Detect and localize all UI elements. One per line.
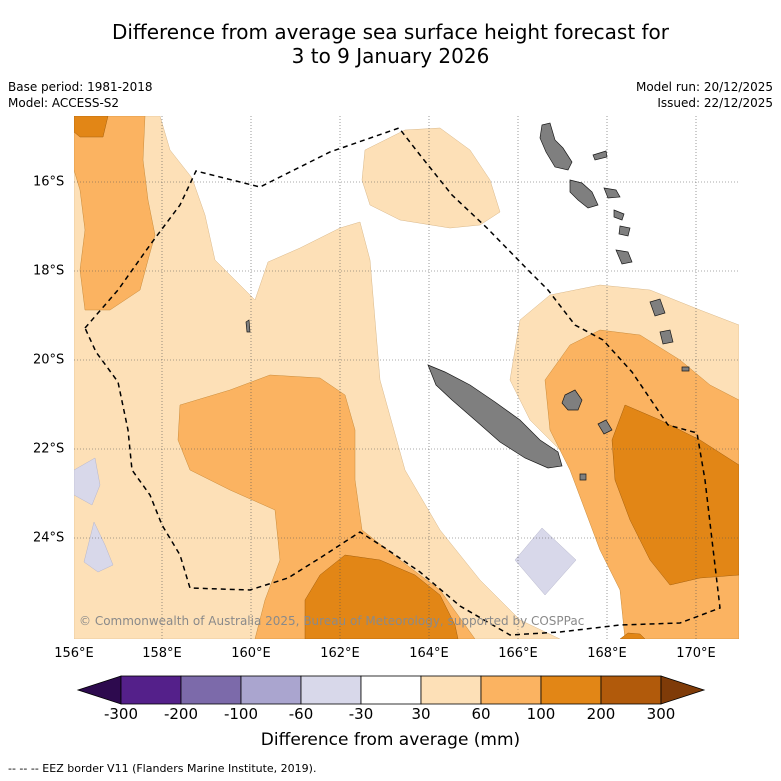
x-tick-label: 166°E (498, 646, 538, 661)
contour-neg30-west (74, 457, 101, 506)
islet-west (245, 319, 251, 333)
colorbar-segment (120, 675, 182, 705)
x-tick-label: 158°E (142, 646, 182, 661)
colorbar-segment (360, 675, 422, 705)
colorbar-under-triangle (76, 675, 122, 705)
land-masses (245, 122, 690, 481)
colorbar-tick-label: -300 (103, 705, 139, 723)
y-tick-label: 20°S (33, 352, 65, 368)
contour-30-60-west (74, 116, 561, 639)
x-tick-label: 160°E (231, 646, 271, 661)
issued-label: Issued: 22/12/2025 (657, 96, 773, 110)
eez-legend: -- -- -- EEZ border V11 (Flanders Marine… (8, 762, 317, 775)
metadata-right: Model run: 20/12/2025 Issued: 22/12/2025 (636, 79, 773, 111)
colorbar-over-triangle (660, 675, 706, 705)
vanuatu-island-a (592, 150, 608, 161)
chart-title-line-1: Difference from average sea surface heig… (111, 20, 670, 44)
metadata-left: Base period: 1981-2018 Model: ACCESS-S2 (8, 79, 153, 111)
isle-of-pines (579, 473, 587, 481)
contour-30-60-north (361, 127, 501, 229)
colorbar-segment (540, 675, 602, 705)
vanuatu-espiritu-santo (539, 122, 573, 171)
model-label: Model: ACCESS-S2 (8, 96, 120, 110)
vanuatu-malekula (569, 179, 599, 209)
vanuatu-tanna (615, 249, 633, 265)
colorbar-tick-label: 200 (586, 705, 616, 723)
islet-east-b (681, 366, 690, 372)
colorbar-segment (300, 675, 362, 705)
new-caledonia-island (427, 364, 563, 469)
colorbar-segment (600, 675, 662, 705)
colorbar-segment (480, 675, 542, 705)
vanuatu-efate (618, 225, 631, 237)
contour-100-200-northwest-corner (74, 116, 109, 138)
y-tick-label: 16°S (33, 174, 65, 190)
vanuatu-island-c (613, 209, 625, 221)
loyalty-maré-area (649, 298, 666, 317)
colorbar-tick-label: -200 (163, 705, 199, 723)
x-tick-label: 168°E (587, 646, 627, 661)
x-tick-label: 164°E (409, 646, 449, 661)
gridlines (74, 116, 739, 639)
colorbar-tick-label: 100 (526, 705, 556, 723)
contour-100-200-south (304, 554, 459, 639)
contour-neg30-southeast (514, 527, 577, 596)
colorbar-tick-label: -100 (223, 705, 259, 723)
islet-east-a (659, 329, 674, 345)
loyalty-ouvea (597, 419, 613, 435)
colorbar-segments (120, 675, 662, 705)
colorbar-segment (240, 675, 302, 705)
map-field (74, 116, 739, 639)
copyright-credit: © Commonwealth of Australia 2025, Bureau… (79, 614, 585, 628)
contour-100-200-southeast-patch (619, 632, 646, 639)
contour-neg30-southwest (83, 521, 114, 573)
colorbar-segment (420, 675, 482, 705)
loyalty-lifou (561, 389, 583, 411)
colorbar-tick-label: 300 (646, 705, 676, 723)
x-tick-label: 162°E (320, 646, 360, 661)
colorbar-tick-label: 30 (411, 705, 431, 723)
contour-60-100-northwest (74, 116, 156, 311)
chart-title-line-2: 3 to 9 January 2026 (291, 44, 490, 68)
vanuatu-island-b (603, 187, 621, 199)
base-period-label: Base period: 1981-2018 (8, 80, 153, 94)
x-tick-label: 170°E (676, 646, 716, 661)
y-tick-label: 24°S (33, 530, 65, 546)
colorbar-title: Difference from average (mm) (260, 730, 521, 750)
x-tick-label: 156°E (54, 646, 94, 661)
y-tick-label: 18°S (33, 263, 65, 279)
colorbar-tick-label: -60 (288, 705, 314, 723)
y-tick-label: 22°S (33, 441, 65, 457)
eez-border-line (84, 127, 721, 636)
model-run-label: Model run: 20/12/2025 (635, 80, 773, 94)
contour-100-200-east (611, 404, 739, 586)
colorbar-segment (180, 675, 242, 705)
colorbar-tick-label: -30 (348, 705, 374, 723)
colorbar-tick-label: 60 (471, 705, 491, 723)
